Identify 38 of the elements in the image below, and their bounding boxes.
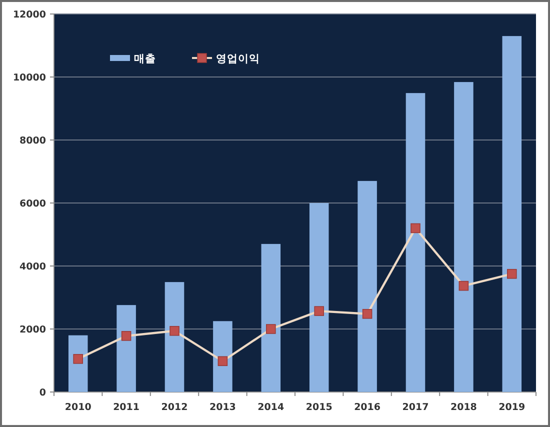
legend-label: 매출 — [134, 53, 156, 65]
bar — [502, 36, 522, 392]
y-tick-label: 2000 — [20, 324, 46, 336]
point — [458, 280, 469, 291]
bar — [116, 305, 136, 392]
y-tick-label: 0 — [39, 388, 46, 398]
bar — [164, 282, 184, 392]
y-tick-label: 12000 — [12, 10, 46, 20]
x-tick-label: 2010 — [64, 402, 92, 413]
y-tick-label: 4000 — [20, 262, 46, 272]
point — [410, 223, 420, 234]
point — [314, 306, 324, 316]
point — [73, 354, 83, 364]
point — [218, 356, 228, 366]
x-tick-label: 2014 — [258, 402, 285, 413]
x-tick-label: 2012 — [161, 402, 188, 413]
point — [266, 324, 276, 334]
x-tick-label: 2011 — [113, 402, 140, 413]
legend-label: 영업이익 — [216, 53, 260, 65]
bar — [309, 203, 329, 392]
bar — [358, 180, 377, 392]
point — [362, 308, 372, 319]
bar — [213, 321, 232, 392]
bar — [406, 93, 426, 392]
bar — [454, 82, 474, 392]
x-tick-label: 2015 — [306, 402, 332, 413]
x-tick-label: 2018 — [450, 402, 478, 413]
y-tick-label: 8000 — [20, 136, 46, 146]
x-tick-label: 2016 — [354, 402, 381, 413]
y-tick-label: 6000 — [20, 198, 46, 210]
point — [507, 268, 517, 279]
x-tick-label: 2019 — [498, 402, 526, 413]
point — [121, 331, 132, 341]
x-tick-label: 2013 — [209, 402, 236, 413]
bar — [261, 244, 281, 392]
x-tick-label: 2017 — [402, 402, 429, 413]
y-tick-label: 10000 — [12, 72, 46, 84]
point — [170, 326, 180, 336]
